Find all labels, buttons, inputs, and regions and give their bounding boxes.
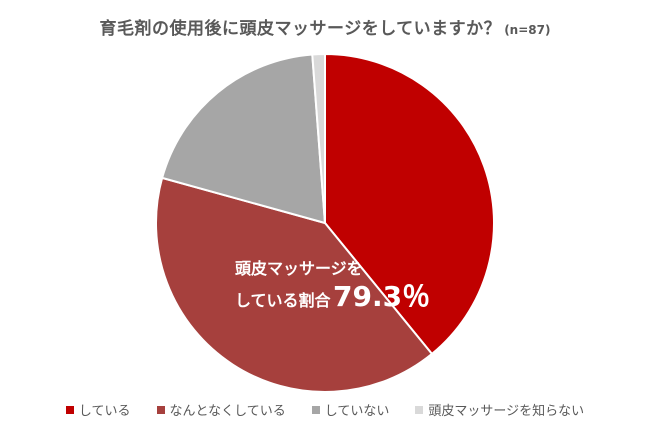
legend-swatch — [65, 405, 74, 414]
legend-item-0: している — [65, 400, 131, 419]
legend-label: していない — [324, 404, 390, 419]
legend-label: している — [78, 404, 131, 419]
legend-item-1: なんとなくしている — [156, 400, 286, 419]
sample-size: (n=87) — [504, 23, 551, 37]
legend-label: なんとなくしている — [169, 404, 286, 419]
legend-swatch — [415, 405, 424, 414]
legend-item-2: していない — [311, 400, 390, 419]
legend-swatch — [311, 405, 320, 414]
annotation-line1: 頭皮マッサージを — [235, 259, 363, 278]
legend-label: 頭皮マッサージを知らない — [428, 404, 585, 419]
legend-item-3: 頭皮マッサージを知らない — [415, 400, 584, 419]
pie-slice-3 — [311, 52, 326, 224]
pie-slices — [155, 52, 495, 393]
legend-swatch — [156, 405, 165, 414]
chart-title: 育毛剤の使用後に頭皮マッサージをしていますか？ (n=87) — [0, 14, 650, 39]
pie-slice-1 — [155, 176, 434, 393]
annotation-line2: している割合 — [235, 291, 332, 310]
chart-title-text: 育毛剤の使用後に頭皮マッサージをしていますか？ — [99, 19, 502, 39]
pie-slice-0 — [324, 52, 495, 356]
pie-slice-2 — [160, 53, 327, 225]
legend: している なんとなくしている していない 頭皮マッサージを知らない — [0, 400, 650, 419]
annotation-value: 79.3％ — [333, 280, 430, 313]
